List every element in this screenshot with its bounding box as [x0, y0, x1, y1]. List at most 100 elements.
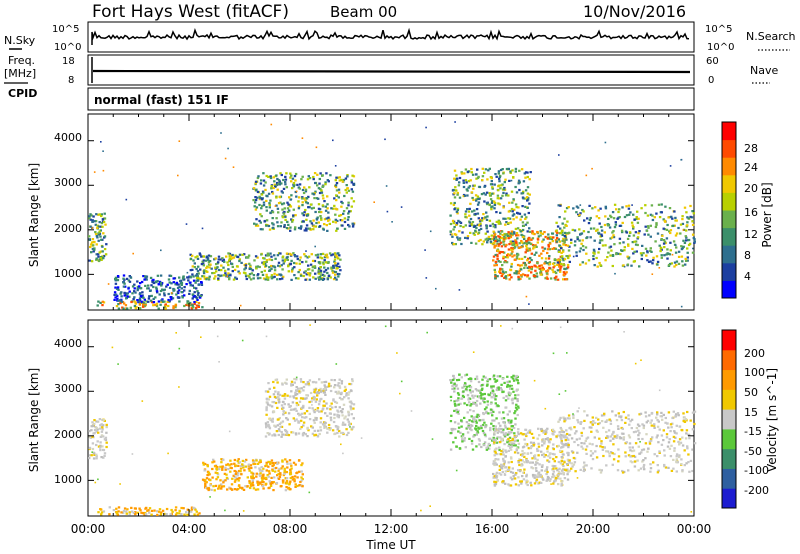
data-cell	[233, 488, 237, 491]
data-cell	[272, 401, 276, 404]
data-cell	[510, 421, 513, 424]
data-cell	[603, 412, 606, 415]
data-cell	[262, 191, 265, 194]
data-cell	[234, 276, 237, 279]
data-cell	[138, 299, 142, 302]
data-cell	[324, 261, 328, 264]
data-cell	[323, 270, 326, 273]
data-cell	[668, 207, 672, 210]
data-cell	[477, 414, 481, 417]
data-cell	[207, 277, 211, 280]
data-cell	[635, 250, 638, 253]
data-cell	[598, 222, 601, 225]
data-cell	[258, 469, 262, 472]
data-cell	[505, 466, 508, 469]
data-cell	[472, 396, 475, 399]
data-cell	[313, 421, 316, 424]
data-cell	[476, 197, 479, 200]
data-cell	[495, 240, 499, 243]
data-cell	[555, 275, 558, 278]
data-cell	[318, 275, 322, 279]
data-cell	[274, 470, 277, 473]
data-cell	[691, 223, 695, 226]
data-cell	[186, 302, 189, 305]
data-cell	[154, 296, 157, 299]
data-cell	[159, 274, 163, 277]
data-cell	[583, 442, 586, 445]
data-cell	[559, 227, 562, 230]
data-cell	[566, 470, 569, 473]
data-cell	[598, 247, 601, 251]
data-cell	[523, 438, 526, 441]
data-cell	[627, 244, 630, 247]
data-cell	[170, 292, 173, 294]
data-cell	[263, 269, 266, 272]
data-cell	[266, 252, 270, 255]
data-cell	[517, 460, 520, 463]
data-cell	[485, 218, 489, 221]
data-cell	[688, 242, 692, 245]
data-cell	[343, 194, 346, 198]
data-cell	[429, 230, 432, 233]
data-cell	[476, 195, 480, 198]
data-cell	[190, 508, 194, 511]
data-cell	[586, 414, 589, 417]
data-cell	[293, 419, 297, 422]
data-cell	[617, 460, 620, 463]
data-cell	[346, 218, 350, 221]
data-cell	[452, 378, 455, 381]
data-cell	[217, 278, 220, 281]
data-cell	[567, 443, 570, 447]
data-cell	[504, 194, 508, 197]
data-cell	[517, 405, 520, 408]
data-cell	[197, 305, 200, 308]
data-cell	[476, 395, 480, 398]
data-cell	[473, 418, 477, 421]
data-cell	[249, 486, 252, 490]
data-cell	[464, 374, 467, 377]
data-cell	[306, 256, 309, 259]
nave-label: Nave	[750, 64, 778, 77]
data-cell	[627, 257, 630, 260]
data-cell	[689, 215, 692, 218]
data-cell	[292, 261, 296, 265]
data-cell	[425, 126, 427, 129]
data-cell	[270, 258, 274, 262]
data-cell	[294, 432, 298, 435]
data-cell	[202, 463, 205, 466]
data-cell	[309, 391, 313, 395]
data-cell	[554, 465, 557, 468]
data-cell	[193, 266, 197, 269]
data-cell	[261, 228, 264, 231]
data-cell	[594, 450, 597, 453]
data-cell	[287, 203, 290, 206]
data-cell	[152, 278, 155, 281]
data-cell	[483, 433, 487, 436]
data-cell	[492, 238, 496, 241]
data-cell	[633, 465, 637, 468]
data-cell	[636, 236, 640, 239]
data-cell	[265, 424, 268, 427]
data-cell	[274, 257, 277, 260]
data-cell	[599, 264, 602, 267]
data-cell	[276, 273, 279, 276]
data-cell	[518, 169, 521, 172]
data-cell	[601, 448, 605, 451]
data-cell	[486, 241, 489, 244]
data-cell	[501, 264, 504, 267]
data-cell	[280, 435, 283, 438]
data-cell	[455, 445, 458, 448]
data-cell	[294, 463, 297, 466]
data-cell	[558, 265, 561, 268]
data-cell	[509, 171, 512, 174]
data-cell	[525, 444, 529, 447]
data-cell	[277, 418, 280, 421]
data-cell	[317, 261, 321, 264]
data-cell	[552, 236, 555, 239]
data-cell	[554, 278, 557, 281]
data-cell	[563, 217, 566, 220]
data-cell	[506, 254, 509, 257]
data-cell	[139, 287, 143, 290]
data-cell	[97, 253, 100, 256]
data-cell	[639, 412, 643, 415]
